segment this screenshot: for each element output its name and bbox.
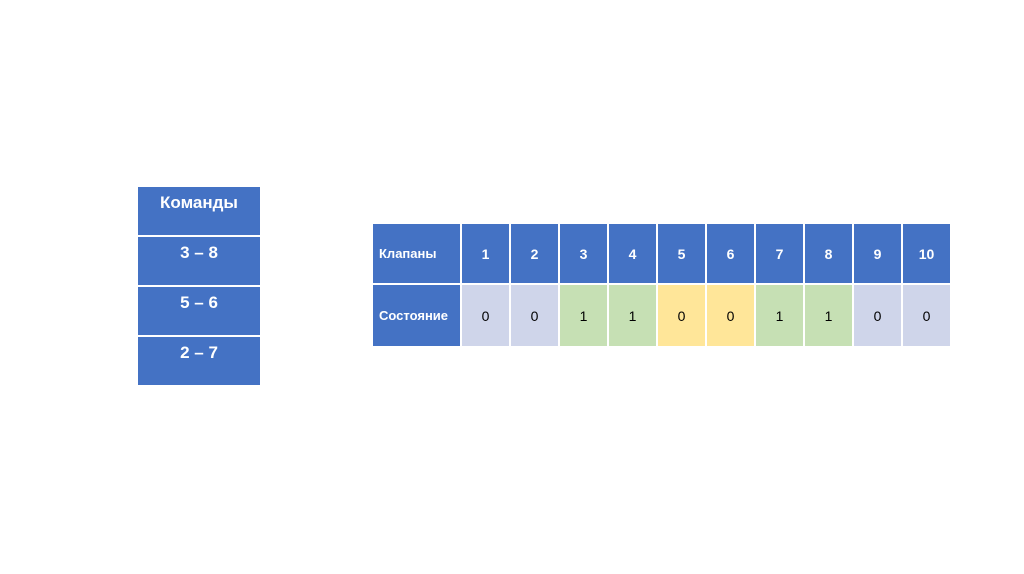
command-item: 3 – 8 — [138, 237, 260, 285]
valve-number: 1 — [462, 224, 509, 283]
valves-header-row: Клапаны 1 2 3 4 5 6 7 8 9 10 — [373, 224, 950, 283]
valve-state: 0 — [511, 285, 558, 346]
valve-number: 5 — [658, 224, 705, 283]
valve-state: 0 — [658, 285, 705, 346]
commands-header: Команды — [138, 187, 260, 235]
command-item: 5 – 6 — [138, 287, 260, 335]
valve-number: 8 — [805, 224, 852, 283]
valve-number: 9 — [854, 224, 901, 283]
valve-state: 0 — [707, 285, 754, 346]
valve-state: 0 — [854, 285, 901, 346]
valves-label: Клапаны — [373, 224, 460, 283]
valve-number: 3 — [560, 224, 607, 283]
valve-number: 2 — [511, 224, 558, 283]
commands-table: Команды 3 – 8 5 – 6 2 – 7 — [138, 187, 260, 387]
valve-state: 0 — [903, 285, 950, 346]
state-label: Состояние — [373, 285, 460, 346]
valve-state: 1 — [560, 285, 607, 346]
command-item: 2 – 7 — [138, 337, 260, 385]
valve-state: 0 — [462, 285, 509, 346]
valve-number: 10 — [903, 224, 950, 283]
valve-state: 1 — [609, 285, 656, 346]
valve-state: 1 — [805, 285, 852, 346]
valve-number: 6 — [707, 224, 754, 283]
valve-number: 7 — [756, 224, 803, 283]
valve-number: 4 — [609, 224, 656, 283]
valve-state: 1 — [756, 285, 803, 346]
